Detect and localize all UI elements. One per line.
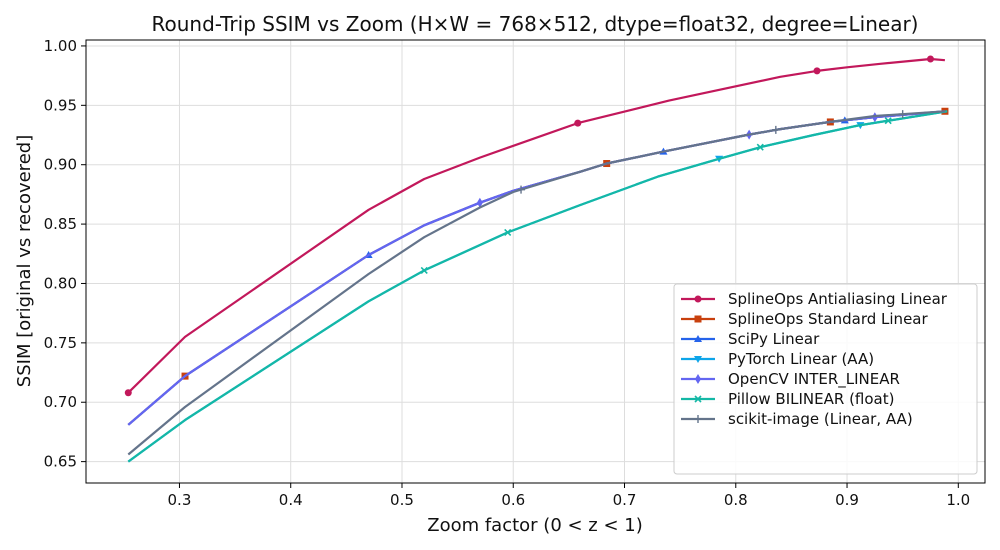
- data-point-marker: [517, 185, 526, 194]
- series-line: [127, 110, 948, 463]
- x-tick-label: 0.7: [613, 491, 637, 509]
- legend-marker: [694, 335, 702, 342]
- legend-label: Pillow BILINEAR (float): [728, 390, 894, 408]
- legend-marker: [695, 374, 701, 384]
- data-point-marker: [898, 110, 907, 119]
- legend-label: SplineOps Standard Linear: [728, 310, 928, 328]
- x-tick-label: 0.3: [168, 491, 192, 509]
- series-lines: [124, 55, 949, 463]
- x-tick-label: 0.6: [501, 491, 525, 509]
- data-point-marker: [574, 119, 582, 127]
- legend-entry: OpenCV INTER_LINEAR: [681, 370, 900, 389]
- y-tick-label: 0.65: [44, 453, 77, 471]
- x-tick-label: 0.9: [835, 491, 859, 509]
- series-5: [127, 110, 948, 463]
- legend-marker: [694, 415, 702, 423]
- legend-label: scikit-image (Linear, AA): [728, 410, 913, 428]
- y-tick-label: 0.85: [44, 215, 77, 233]
- legend-entry: SplineOps Standard Linear: [681, 310, 928, 328]
- legend-marker: [694, 356, 702, 363]
- y-tick-label: 1.00: [44, 37, 77, 55]
- plot-frame: [85, 39, 986, 484]
- data-point-marker: [771, 125, 780, 134]
- data-point-marker: [476, 197, 483, 208]
- data-point-marker: [813, 67, 821, 75]
- data-point-marker: [756, 143, 764, 151]
- data-point-marker: [871, 112, 878, 123]
- y-tick-label: 0.90: [44, 156, 77, 174]
- legend-label: SciPy Linear: [728, 330, 820, 348]
- legend-label: PyTorch Linear (AA): [728, 350, 874, 368]
- y-tick-label: 0.75: [44, 334, 77, 352]
- y-tick-label: 0.70: [44, 393, 77, 411]
- x-tick-label: 0.5: [390, 491, 414, 509]
- series-0: [124, 55, 945, 397]
- ticks: 0.3 0.4 0.5 0.6 0.7 0.8 0.9 1.0 0.65 0.70 0.75 0.80…: [44, 37, 971, 509]
- legend-marker: [694, 315, 702, 323]
- x-axis-label: Zoom factor (0 < z < 1): [427, 515, 643, 536]
- data-point-marker: [926, 55, 934, 63]
- data-point-marker: [420, 266, 428, 274]
- series-line: [127, 110, 945, 456]
- legend-entry: SplineOps Antialiasing Linear: [681, 290, 948, 308]
- data-point-marker: [124, 389, 132, 397]
- data-point-marker: [504, 228, 512, 236]
- legend-entry: Pillow BILINEAR (float): [681, 390, 894, 408]
- legend-marker: [694, 395, 702, 403]
- data-point-marker: [884, 117, 892, 125]
- series-line: [127, 57, 945, 394]
- legend-entry: SciPy Linear: [681, 330, 820, 348]
- legend-entry: scikit-image (Linear, AA): [681, 410, 913, 428]
- legend: SplineOps Antialiasing Linear SplineOps S…: [673, 283, 978, 475]
- series-6: [127, 110, 945, 456]
- x-tick-label: 0.4: [279, 491, 303, 509]
- chart-title: Round-Trip SSIM vs Zoom (H×W = 768×512, …: [151, 12, 918, 36]
- legend-box: [673, 283, 978, 475]
- legend-label: OpenCV INTER_LINEAR: [728, 370, 900, 389]
- y-axis-label: SSIM [original vs recovered]: [14, 135, 35, 387]
- y-tick-label: 0.95: [44, 96, 77, 114]
- legend-label: SplineOps Antialiasing Linear: [728, 290, 948, 308]
- x-tick-label: 0.8: [724, 491, 748, 509]
- legend-entry: PyTorch Linear (AA): [681, 350, 874, 368]
- legend-marker: [694, 295, 702, 303]
- x-tick-label: 1.0: [946, 491, 970, 509]
- y-tick-label: 0.80: [44, 274, 77, 292]
